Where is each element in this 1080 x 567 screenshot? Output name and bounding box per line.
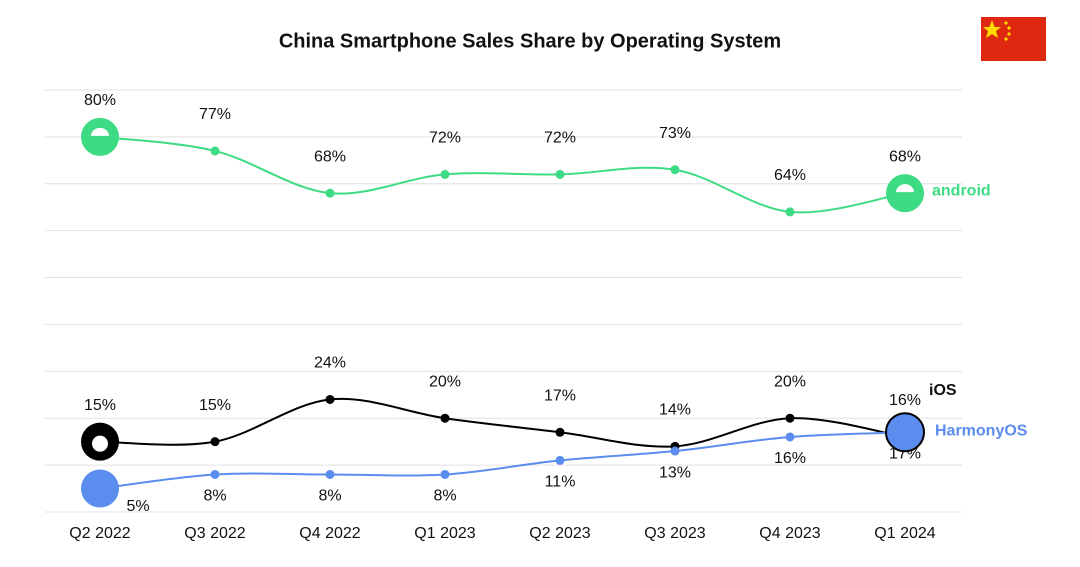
data-label: 8% (203, 488, 226, 505)
data-point (440, 413, 450, 423)
x-tick-label: Q4 2023 (759, 525, 820, 542)
x-tick-label: Q4 2022 (299, 525, 360, 542)
data-label: 77% (199, 106, 231, 123)
data-label: 72% (429, 130, 461, 147)
data-label: 17% (544, 388, 576, 405)
data-point (325, 469, 335, 479)
android-head (91, 127, 109, 136)
android-head (896, 184, 914, 193)
data-label: 64% (774, 167, 806, 184)
data-point (785, 207, 795, 217)
data-point (555, 455, 565, 465)
series-line (99, 431, 906, 490)
data-point (785, 432, 795, 442)
series-line (99, 397, 906, 448)
data-label: 73% (659, 125, 691, 142)
data-point (555, 169, 565, 179)
series-name: iOS (929, 382, 957, 399)
x-tick-label: Q3 2022 (184, 525, 245, 542)
data-point (555, 427, 565, 437)
data-label: 20% (774, 373, 806, 390)
android-logo (886, 174, 924, 213)
x-tick-label: Q1 2023 (414, 525, 475, 542)
data-point (325, 188, 335, 198)
x-tick-label: Q2 2022 (69, 525, 130, 542)
chart-title: China Smartphone Sales Share by Operatin… (279, 30, 781, 52)
android-logo (81, 117, 119, 156)
x-tick-label: Q3 2023 (644, 525, 705, 542)
data-label: 68% (889, 148, 921, 165)
data-label: 72% (544, 130, 576, 147)
data-label: 8% (433, 488, 456, 505)
data-label: 16% (774, 450, 806, 467)
harmonyos-logo (885, 412, 925, 453)
data-label: 14% (659, 402, 691, 419)
series-name: HarmonyOS (935, 423, 1028, 440)
data-point (785, 413, 795, 423)
x-tick-label: Q1 2024 (874, 525, 935, 542)
apple-shape (92, 435, 108, 452)
data-label: 5% (126, 498, 149, 515)
data-point (210, 146, 220, 156)
data-label: 11% (545, 474, 576, 491)
harmonyos-logo (81, 469, 119, 508)
data-label: 13% (659, 464, 691, 481)
data-point (325, 394, 335, 404)
series-line (99, 135, 906, 214)
data-point (440, 469, 450, 479)
data-point (210, 437, 220, 447)
data-label: 20% (429, 373, 461, 390)
data-label: 8% (318, 488, 341, 505)
flag (981, 17, 1046, 61)
data-label: 15% (199, 397, 231, 414)
data-label: 24% (314, 355, 346, 372)
data-label: 68% (314, 148, 346, 165)
data-point (440, 169, 450, 179)
x-tick-label: Q2 2023 (529, 525, 590, 542)
data-point (210, 469, 220, 479)
data-point (670, 446, 680, 456)
series-name: android (932, 182, 991, 199)
data-label: 80% (84, 92, 116, 109)
data-label: 16% (889, 392, 921, 409)
data-label: 15% (84, 397, 116, 414)
data-point (670, 165, 680, 175)
